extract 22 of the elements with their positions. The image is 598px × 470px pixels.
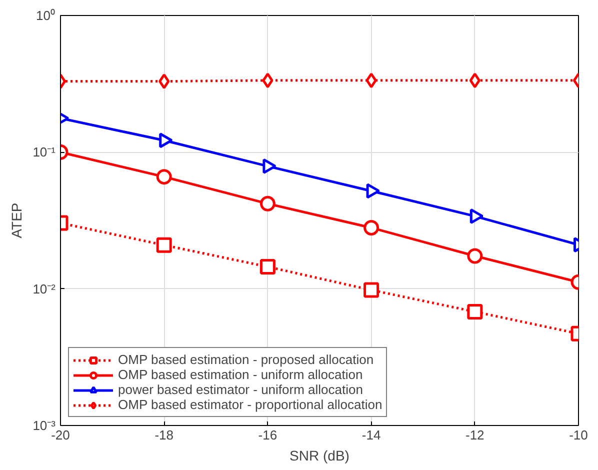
point [364, 220, 380, 236]
legend-label: power based estimator - uniform allocation [118, 382, 363, 397]
point [262, 72, 274, 88]
point [260, 196, 276, 212]
point [366, 72, 377, 88]
x-tick-label: -16 [258, 428, 278, 442]
x-axis-title: SNR (dB) [290, 448, 350, 464]
x-tick-label: -14 [362, 428, 381, 442]
point [159, 132, 173, 148]
point [262, 158, 276, 174]
point [364, 282, 380, 298]
y-tick-label: 10⁻¹ [32, 144, 56, 160]
y-axis-title: ATEP [8, 202, 25, 238]
legend-label: OMP based estimation - uniform allocation [118, 367, 363, 382]
legend-label: OMP based estimation - proposed allocation [118, 352, 374, 367]
x-tick-label: -10 [569, 428, 588, 442]
y-tick-label: 10⁰ [36, 8, 56, 23]
x-tick-label: -18 [154, 428, 174, 442]
legend-label: OMP based estimator - proportional allocation [118, 397, 382, 412]
y-tick-label: 10⁻² [32, 281, 56, 296]
x-tick-label: -12 [466, 428, 484, 442]
point [260, 259, 276, 275]
